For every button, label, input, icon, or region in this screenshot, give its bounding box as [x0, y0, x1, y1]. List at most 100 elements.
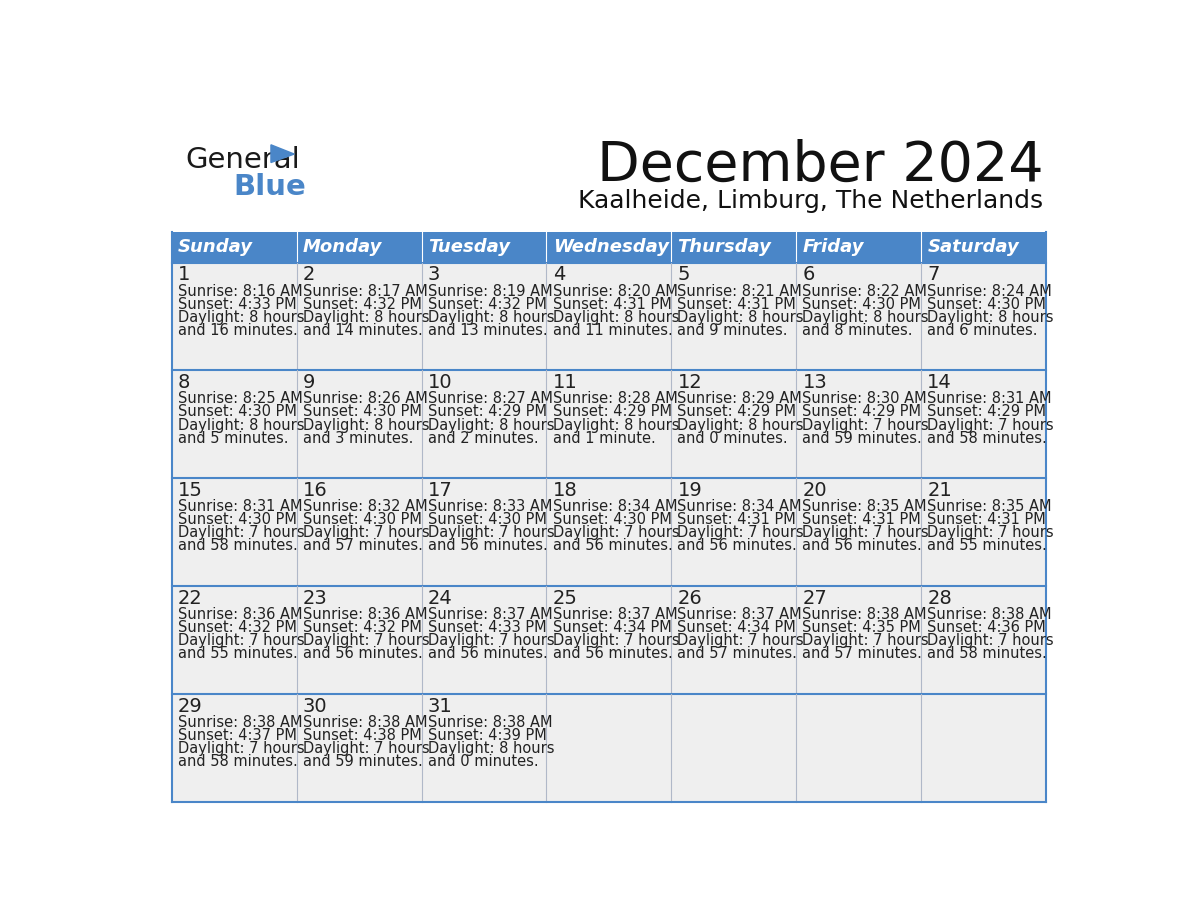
Text: Sunset: 4:31 PM: Sunset: 4:31 PM — [928, 512, 1045, 527]
Text: 20: 20 — [802, 481, 827, 500]
Bar — [172, 263, 1045, 371]
Text: and 0 minutes.: and 0 minutes. — [428, 754, 538, 769]
Text: Sunrise: 8:36 AM: Sunrise: 8:36 AM — [303, 607, 428, 622]
Text: and 59 minutes.: and 59 minutes. — [802, 431, 922, 445]
Text: Sunset: 4:32 PM: Sunset: 4:32 PM — [303, 620, 422, 635]
Text: Daylight: 7 hours: Daylight: 7 hours — [303, 633, 429, 648]
Text: and 8 minutes.: and 8 minutes. — [802, 323, 912, 338]
Polygon shape — [271, 145, 295, 162]
Text: Tuesday: Tuesday — [428, 238, 510, 256]
Text: and 58 minutes.: and 58 minutes. — [178, 539, 298, 554]
Text: Daylight: 7 hours: Daylight: 7 hours — [928, 633, 1054, 648]
Text: Sunset: 4:31 PM: Sunset: 4:31 PM — [552, 297, 671, 312]
Text: Sunrise: 8:38 AM: Sunrise: 8:38 AM — [802, 607, 927, 622]
Text: Daylight: 8 hours: Daylight: 8 hours — [303, 418, 429, 432]
Text: Sunset: 4:30 PM: Sunset: 4:30 PM — [178, 512, 297, 527]
Text: Daylight: 7 hours: Daylight: 7 hours — [928, 525, 1054, 541]
Text: Daylight: 7 hours: Daylight: 7 hours — [552, 525, 680, 541]
Text: Sunrise: 8:31 AM: Sunrise: 8:31 AM — [178, 499, 303, 514]
Text: Sunset: 4:34 PM: Sunset: 4:34 PM — [552, 620, 671, 635]
Text: Sunrise: 8:28 AM: Sunrise: 8:28 AM — [552, 391, 677, 407]
Text: Daylight: 7 hours: Daylight: 7 hours — [552, 633, 680, 648]
Text: Sunset: 4:33 PM: Sunset: 4:33 PM — [428, 620, 546, 635]
Text: 30: 30 — [303, 697, 328, 716]
Text: 5: 5 — [677, 265, 690, 285]
Text: Sunset: 4:29 PM: Sunset: 4:29 PM — [552, 405, 671, 420]
Text: Sunrise: 8:38 AM: Sunrise: 8:38 AM — [178, 715, 303, 730]
Text: and 1 minute.: and 1 minute. — [552, 431, 656, 445]
Text: Sunset: 4:29 PM: Sunset: 4:29 PM — [802, 405, 922, 420]
Text: Sunrise: 8:38 AM: Sunrise: 8:38 AM — [428, 715, 552, 730]
Text: Sunset: 4:36 PM: Sunset: 4:36 PM — [928, 620, 1045, 635]
Text: Daylight: 8 hours: Daylight: 8 hours — [677, 418, 804, 432]
Text: 29: 29 — [178, 697, 203, 716]
Text: Sunrise: 8:35 AM: Sunrise: 8:35 AM — [928, 499, 1051, 514]
Text: Daylight: 7 hours: Daylight: 7 hours — [303, 525, 429, 541]
Text: Daylight: 8 hours: Daylight: 8 hours — [802, 309, 929, 325]
Text: 10: 10 — [428, 374, 453, 392]
Text: 4: 4 — [552, 265, 565, 285]
Text: General: General — [185, 146, 301, 174]
Text: and 56 minutes.: and 56 minutes. — [552, 646, 672, 661]
Text: and 6 minutes.: and 6 minutes. — [928, 323, 1038, 338]
Text: Daylight: 8 hours: Daylight: 8 hours — [928, 309, 1054, 325]
Text: 9: 9 — [303, 374, 315, 392]
Text: Daylight: 8 hours: Daylight: 8 hours — [428, 418, 555, 432]
Text: Sunrise: 8:34 AM: Sunrise: 8:34 AM — [677, 499, 802, 514]
Text: Sunset: 4:38 PM: Sunset: 4:38 PM — [303, 728, 422, 743]
Text: Monday: Monday — [303, 238, 383, 256]
Text: and 5 minutes.: and 5 minutes. — [178, 431, 289, 445]
Text: 17: 17 — [428, 481, 453, 500]
Text: 31: 31 — [428, 697, 453, 716]
Text: 6: 6 — [802, 265, 815, 285]
Text: and 11 minutes.: and 11 minutes. — [552, 323, 672, 338]
Text: Daylight: 7 hours: Daylight: 7 hours — [428, 633, 555, 648]
Text: 1: 1 — [178, 265, 190, 285]
Text: and 9 minutes.: and 9 minutes. — [677, 323, 788, 338]
Text: and 14 minutes.: and 14 minutes. — [303, 323, 423, 338]
Text: Daylight: 7 hours: Daylight: 7 hours — [677, 633, 804, 648]
Text: Daylight: 7 hours: Daylight: 7 hours — [802, 633, 929, 648]
Text: Sunrise: 8:37 AM: Sunrise: 8:37 AM — [677, 607, 802, 622]
Text: Daylight: 7 hours: Daylight: 7 hours — [677, 525, 804, 541]
Text: and 0 minutes.: and 0 minutes. — [677, 431, 788, 445]
Text: and 13 minutes.: and 13 minutes. — [428, 323, 548, 338]
Text: Sunset: 4:32 PM: Sunset: 4:32 PM — [178, 620, 297, 635]
Text: December 2024: December 2024 — [598, 139, 1043, 193]
Text: Daylight: 8 hours: Daylight: 8 hours — [428, 309, 555, 325]
Text: Daylight: 8 hours: Daylight: 8 hours — [178, 309, 304, 325]
Text: and 56 minutes.: and 56 minutes. — [552, 539, 672, 554]
Text: 21: 21 — [928, 481, 952, 500]
Text: 12: 12 — [677, 374, 702, 392]
Text: Sunset: 4:34 PM: Sunset: 4:34 PM — [677, 620, 796, 635]
Text: 14: 14 — [928, 374, 952, 392]
Text: 24: 24 — [428, 588, 453, 608]
Text: 28: 28 — [928, 588, 952, 608]
Text: Sunset: 4:31 PM: Sunset: 4:31 PM — [802, 512, 921, 527]
Text: Sunrise: 8:31 AM: Sunrise: 8:31 AM — [928, 391, 1051, 407]
Text: Daylight: 7 hours: Daylight: 7 hours — [178, 525, 304, 541]
Text: 3: 3 — [428, 265, 440, 285]
Text: Sunrise: 8:38 AM: Sunrise: 8:38 AM — [303, 715, 428, 730]
Text: Sunrise: 8:37 AM: Sunrise: 8:37 AM — [552, 607, 677, 622]
Text: Sunset: 4:29 PM: Sunset: 4:29 PM — [677, 405, 796, 420]
Text: Sunrise: 8:33 AM: Sunrise: 8:33 AM — [428, 499, 552, 514]
Text: Sunset: 4:30 PM: Sunset: 4:30 PM — [303, 512, 422, 527]
Text: Sunrise: 8:20 AM: Sunrise: 8:20 AM — [552, 284, 677, 298]
Text: Sunset: 4:30 PM: Sunset: 4:30 PM — [552, 512, 671, 527]
Text: Daylight: 8 hours: Daylight: 8 hours — [178, 418, 304, 432]
Text: Daylight: 7 hours: Daylight: 7 hours — [303, 741, 429, 756]
Text: Sunset: 4:29 PM: Sunset: 4:29 PM — [928, 405, 1047, 420]
Text: Sunset: 4:29 PM: Sunset: 4:29 PM — [428, 405, 546, 420]
Text: 19: 19 — [677, 481, 702, 500]
Text: Friday: Friday — [802, 238, 864, 256]
Text: Sunset: 4:30 PM: Sunset: 4:30 PM — [928, 297, 1047, 312]
Text: Daylight: 8 hours: Daylight: 8 hours — [552, 309, 680, 325]
Text: Sunrise: 8:24 AM: Sunrise: 8:24 AM — [928, 284, 1053, 298]
Text: Sunrise: 8:38 AM: Sunrise: 8:38 AM — [928, 607, 1051, 622]
Text: Wednesday: Wednesday — [552, 238, 669, 256]
Text: Sunday: Sunday — [178, 238, 253, 256]
Text: 26: 26 — [677, 588, 702, 608]
Bar — [172, 232, 1045, 263]
Text: Sunrise: 8:19 AM: Sunrise: 8:19 AM — [428, 284, 552, 298]
